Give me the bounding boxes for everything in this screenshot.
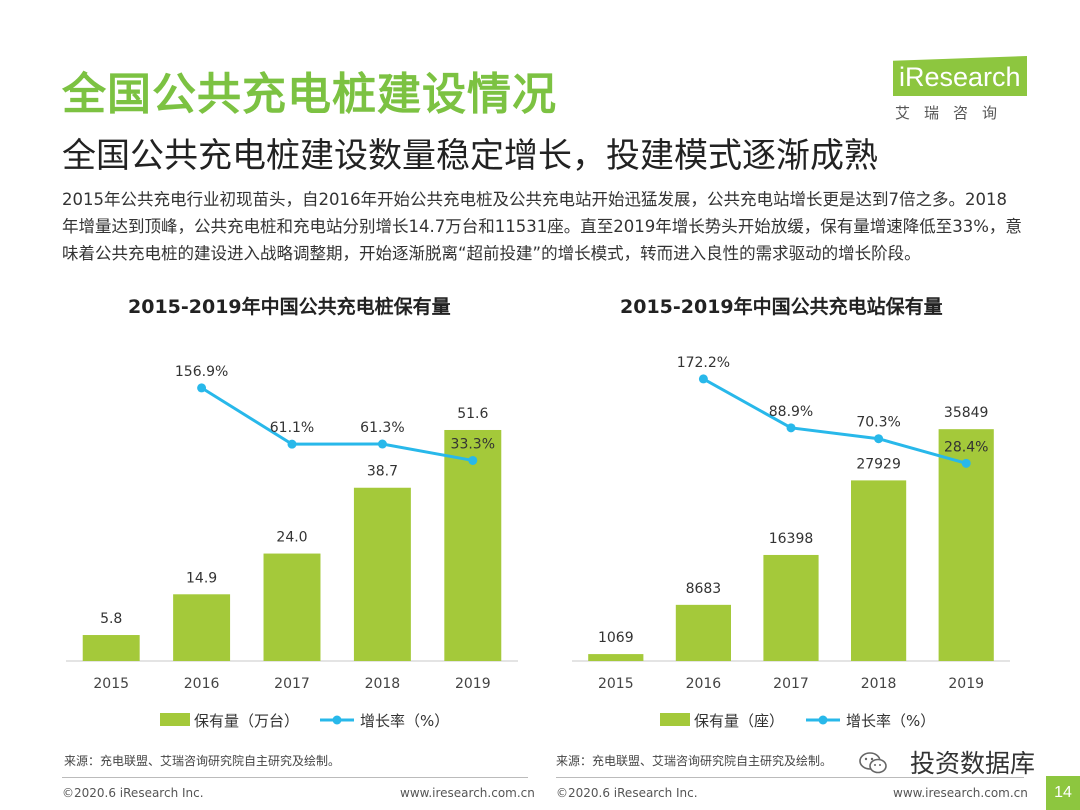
- stations-x-tick-2015: 2015: [598, 676, 634, 692]
- piles-bar-2016: [173, 594, 231, 661]
- footer-divider-left: [62, 777, 528, 778]
- stations-bar-label-2016: 8683: [686, 581, 722, 597]
- footer-url-left: www.iresearch.com.cn: [400, 786, 535, 800]
- stations-growth-label-2018: 70.3%: [856, 415, 900, 431]
- stations-bar-2017: [763, 554, 819, 661]
- piles-growth-label-2018: 61.3%: [360, 420, 404, 436]
- stations-x-tick-2016: 2016: [686, 676, 722, 692]
- iresearch-logo: iResearch 艾瑞咨询: [893, 56, 1028, 126]
- piles-growth-point-2019: [468, 455, 478, 465]
- piles-legend-bar-label: 保有量（万台）: [194, 712, 299, 730]
- piles-bar-2018: [353, 487, 411, 661]
- stations-growth-point-2017: [786, 423, 796, 433]
- stations-bar-label-2015: 1069: [598, 630, 634, 646]
- piles-x-tick-2017: 2017: [274, 676, 310, 692]
- footer-divider-right: [556, 777, 1024, 778]
- stations-x-tick-2019: 2019: [948, 676, 984, 692]
- piles-x-tick-2019: 2019: [455, 676, 491, 692]
- stations-bar-label-2019: 35849: [944, 405, 989, 421]
- piles-bar-label-2019: 51.6: [457, 406, 488, 422]
- stations-growth-label-2019: 28.4%: [944, 439, 988, 455]
- stations-growth-point-2019: [961, 458, 971, 468]
- stations-growth-label-2017: 88.9%: [769, 404, 813, 420]
- source-note-left: 来源：充电联盟、艾瑞咨询研究院自主研究及绘制。: [64, 754, 341, 768]
- piles-bar-label-2016: 14.9: [186, 570, 217, 586]
- piles-growth-point-2016: [197, 383, 207, 393]
- piles-growth-line: [200, 386, 474, 462]
- logo-badge: [893, 56, 1027, 96]
- piles-bar-label-2017: 24.0: [276, 530, 307, 546]
- piles-growth-label-2017: 61.1%: [270, 420, 314, 436]
- chart-title-piles: 2015-2019年中国公共充电桩保有量: [128, 296, 451, 318]
- page-title: 全国公共充电桩建设情况: [62, 69, 557, 120]
- piles-bar-2017: [263, 553, 321, 661]
- piles-legend-line-marker: [332, 715, 342, 725]
- stations-x-tick-2017: 2017: [773, 676, 809, 692]
- stations-legend-bar-swatch: [660, 713, 690, 726]
- stations-bar-label-2017: 16398: [769, 531, 814, 547]
- stations-growth-point-2016: [698, 374, 708, 384]
- logo-text: iResearch: [899, 62, 1021, 92]
- stations-legend-bar-label: 保有量（座）: [694, 712, 784, 730]
- stations-growth-line: [702, 377, 967, 465]
- piles-x-tick-2015: 2015: [93, 676, 129, 692]
- stations-growth-label-2016: 172.2%: [677, 355, 730, 371]
- footer-copyright-left: ©2020.6 iResearch Inc.: [62, 786, 204, 800]
- stations-bar-2016: [675, 604, 731, 661]
- chart-title-stations: 2015-2019年中国公共充电站保有量: [620, 296, 943, 318]
- stations-bar-2015: [588, 654, 644, 661]
- piles-x-tick-2016: 2016: [184, 676, 220, 692]
- piles-bar-2015: [82, 635, 140, 661]
- page-number: 14: [1046, 776, 1080, 810]
- stations-legend-line-label: 增长率（%）: [846, 712, 935, 730]
- footer-url-right: www.iresearch.com.cn: [893, 786, 1028, 800]
- wechat-icon: [859, 752, 887, 774]
- piles-growth-label-2016: 156.9%: [175, 364, 228, 380]
- stations-x-tick-2018: 2018: [861, 676, 897, 692]
- piles-growth-point-2018: [377, 439, 387, 449]
- piles-growth-label-2019: 33.3%: [451, 436, 495, 452]
- piles-x-tick-2018: 2018: [365, 676, 401, 692]
- footer-copyright-right: ©2020.6 iResearch Inc.: [556, 786, 698, 800]
- stations-growth-point-2018: [874, 434, 884, 444]
- piles-legend-line-label: 增长率（%）: [360, 712, 449, 730]
- piles-bar-2019: [444, 429, 502, 661]
- source-note-right: 来源：充电联盟、艾瑞咨询研究院自主研究及绘制。: [556, 754, 833, 768]
- piles-bar-label-2015: 5.8: [100, 611, 122, 627]
- logo-cn-text: 艾瑞咨询: [895, 104, 1012, 122]
- intro-paragraph: 2015年公共充电行业初现苗头，自2016年开始公共充电桩及公共充电站开始迅猛发…: [62, 190, 1022, 263]
- stations-legend-line-marker: [818, 715, 828, 725]
- piles-legend-bar-swatch: [160, 713, 190, 726]
- stations-bar-2018: [851, 480, 907, 661]
- stations-bar-label-2018: 27929: [856, 456, 901, 472]
- wechat-account-label: 投资数据库: [910, 749, 1036, 778]
- piles-bar-label-2018: 38.7: [367, 464, 398, 480]
- piles-growth-point-2017: [287, 439, 297, 449]
- page-subtitle: 全国公共充电桩建设数量稳定增长，投建模式逐渐成熟: [62, 136, 878, 176]
